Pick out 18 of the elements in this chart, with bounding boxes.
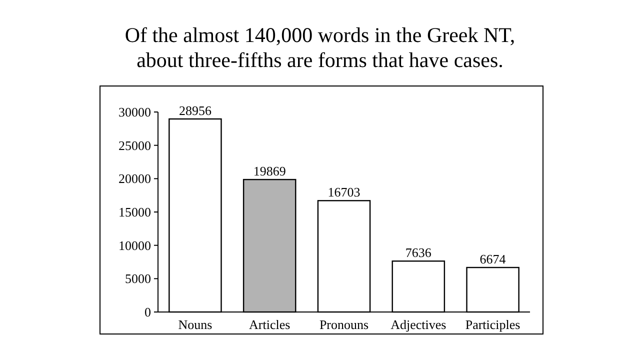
x-tick-label: Participles [465, 317, 520, 332]
chart-title: Of the almost 140,000 words in the Greek NT, about three-fifths are forms that have cases. [124, 23, 516, 72]
x-tick-label: Pronouns [319, 317, 369, 332]
y-tick-label: 25000 [118, 138, 151, 153]
data-label: 19869 [253, 164, 286, 179]
x-tick-label: Articles [249, 317, 290, 332]
y-tick-label: 15000 [118, 204, 151, 220]
data-label: 28956 [178, 102, 212, 118]
y-tick-label: 10000 [118, 238, 151, 253]
data-label: 7636 [405, 245, 432, 260]
data-label: 6674 [480, 252, 506, 267]
y-tick-label: 5000 [125, 271, 151, 286]
y-tick-label: 0 [144, 304, 151, 320]
y-tick-label: 30000 [118, 104, 151, 120]
x-tick-label: Nouns [178, 317, 212, 332]
y-tick-label: 20000 [118, 171, 151, 186]
data-label: 16703 [328, 184, 360, 200]
x-tick-label: Adjectives [390, 317, 446, 332]
